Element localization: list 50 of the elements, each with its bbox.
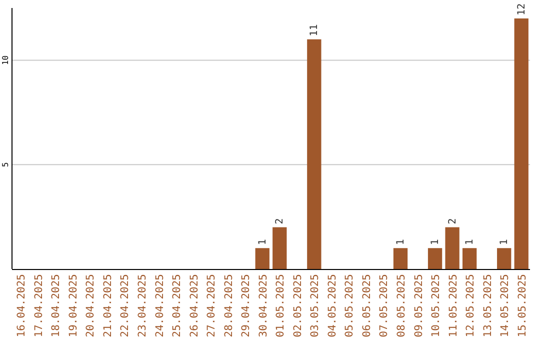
x-tick-label: 15.05.2025	[516, 274, 528, 338]
x-tick-label: 20.04.2025	[84, 274, 97, 338]
bar	[514, 18, 528, 269]
y-tick-label: 5	[1, 162, 10, 168]
data-label: 1	[430, 239, 442, 246]
data-label: 1	[257, 239, 268, 246]
x-tick-label: 23.04.2025	[136, 274, 148, 338]
data-label: 2	[447, 218, 458, 224]
x-tick-label: 11.05.2025	[447, 274, 460, 338]
x-tick-label: 28.04.2025	[222, 274, 235, 338]
x-tick-label: 24.04.2025	[154, 274, 166, 338]
data-label: 1	[464, 239, 476, 246]
bar	[307, 39, 322, 269]
data-label: 1	[499, 239, 510, 246]
bar	[428, 248, 442, 269]
x-tick-label: 06.05.2025	[360, 274, 373, 338]
data-label: 12	[516, 3, 528, 16]
x-tick-label: 16.04.2025	[16, 274, 28, 338]
x-tick-label: 14.05.2025	[499, 274, 512, 338]
x-tick-label: 19.04.2025	[67, 274, 80, 338]
bar	[462, 248, 477, 269]
bar	[255, 248, 270, 269]
x-tick-label: 30.04.2025	[257, 274, 270, 338]
bar	[445, 227, 460, 269]
bar	[393, 248, 408, 269]
x-tick-label: 01.05.2025	[274, 274, 287, 338]
x-tick-label: 29.04.2025	[240, 274, 252, 338]
y-tick-label: 10	[1, 55, 10, 66]
x-tick-label: 10.05.2025	[430, 274, 442, 338]
x-tick-label: 18.04.2025	[50, 274, 62, 338]
x-tick-label: 25.04.2025	[171, 274, 184, 338]
data-label: 1	[396, 239, 406, 246]
x-tick-label: 08.05.2025	[396, 274, 408, 338]
x-tick-label: 22.04.2025	[119, 274, 132, 338]
x-tick-label: 05.05.2025	[344, 274, 356, 338]
x-tick-label: 21.04.2025	[102, 274, 114, 338]
x-tick-label: 03.05.2025	[309, 274, 322, 338]
x-tick-label: 17.04.2025	[32, 274, 45, 338]
x-tick-label: 07.05.2025	[378, 274, 390, 338]
x-tick-label: 26.04.2025	[188, 274, 200, 338]
x-tick-label: 27.04.2025	[206, 274, 218, 338]
x-tick-label: 02.05.2025	[292, 274, 304, 338]
x-tick-label: 13.05.2025	[482, 274, 494, 338]
data-label: 2	[274, 218, 286, 224]
bar	[272, 227, 287, 269]
data-label: 11	[309, 24, 320, 36]
x-tick-label: 12.05.2025	[464, 274, 477, 338]
x-tick-label: 04.05.2025	[326, 274, 338, 338]
bar	[497, 248, 512, 269]
x-tick-label: 09.05.2025	[412, 274, 425, 338]
